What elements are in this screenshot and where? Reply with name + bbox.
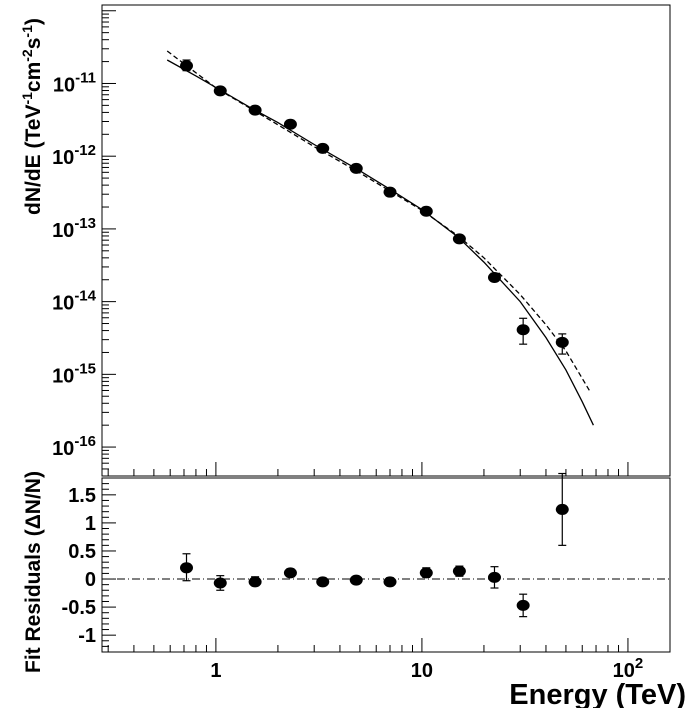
spectrum-y-tick-label: 10-11 — [53, 69, 96, 96]
spectrum-panel: 10-11 10-12 10-13 10-14 10-15 10-16 — [52, 4, 671, 477]
spectrum-y-tick-label: 10-13 — [52, 215, 96, 242]
residual-data-point — [419, 567, 433, 579]
residuals-y-tick-label: -0.5 — [62, 597, 96, 619]
residual-data-point — [213, 577, 227, 589]
residuals-y-tick-label: 0.5 — [68, 541, 96, 563]
x-tick-label: 102 — [613, 655, 644, 682]
residual-data-point — [487, 571, 501, 583]
spectrum-y-axis-label: dN/dE (TeV-1cm-2s-1) — [19, 18, 45, 215]
residuals-y-tick-label: 1.5 — [68, 485, 96, 507]
spectrum-data-point — [487, 271, 501, 283]
residual-data-point — [452, 565, 466, 577]
spectrum-data-point — [248, 104, 262, 116]
residual-data-point — [516, 599, 530, 611]
spectrum-y-tick-label: 10-14 — [52, 288, 97, 315]
spectrum-y-tick-label: 10-12 — [52, 142, 96, 169]
spectrum-y-tick-label: 10-16 — [52, 433, 96, 460]
spectrum-data-point — [452, 233, 466, 245]
residuals-y-tick-label: -1 — [78, 625, 96, 647]
spectrum-data-point — [383, 186, 397, 198]
residual-data-point — [349, 574, 363, 586]
spectrum-data-point — [316, 142, 330, 154]
spectrum-plot-frame — [101, 4, 671, 477]
spectrum-data-point — [555, 336, 569, 348]
residuals-panel: 1.5 1 0.5 0 -0.5 -1 1 10 102 — [62, 472, 671, 682]
x-tick-label: 1 — [210, 660, 221, 682]
spectrum-data-point — [516, 324, 530, 336]
residuals-plot-frame — [101, 477, 671, 653]
residual-data-point — [316, 576, 330, 588]
residual-data-point — [248, 576, 262, 588]
spectrum-data-point — [419, 205, 433, 217]
x-tick-label: 10 — [411, 660, 433, 682]
residuals-y-tick-label: 1 — [85, 513, 96, 535]
residuals-y-axis-label: Fit Residuals(ΔN/N) — [22, 471, 45, 673]
residual-data-point — [283, 567, 297, 579]
residual-data-point — [555, 503, 569, 515]
spectrum-data-point — [180, 60, 194, 72]
residual-data-point — [383, 576, 397, 588]
spectrum-data-point — [283, 118, 297, 130]
spectrum-data-point — [349, 162, 363, 174]
dashed-fit-curve — [166, 50, 590, 391]
residuals-y-tick-label: 0 — [85, 569, 96, 591]
spectrum-y-tick-label: 10-15 — [52, 360, 96, 387]
x-axis-label: Energy (TeV) — [509, 679, 686, 708]
spectrum-data-point — [213, 85, 227, 97]
solid-fit-curve — [166, 59, 594, 426]
residual-data-point — [180, 562, 194, 574]
